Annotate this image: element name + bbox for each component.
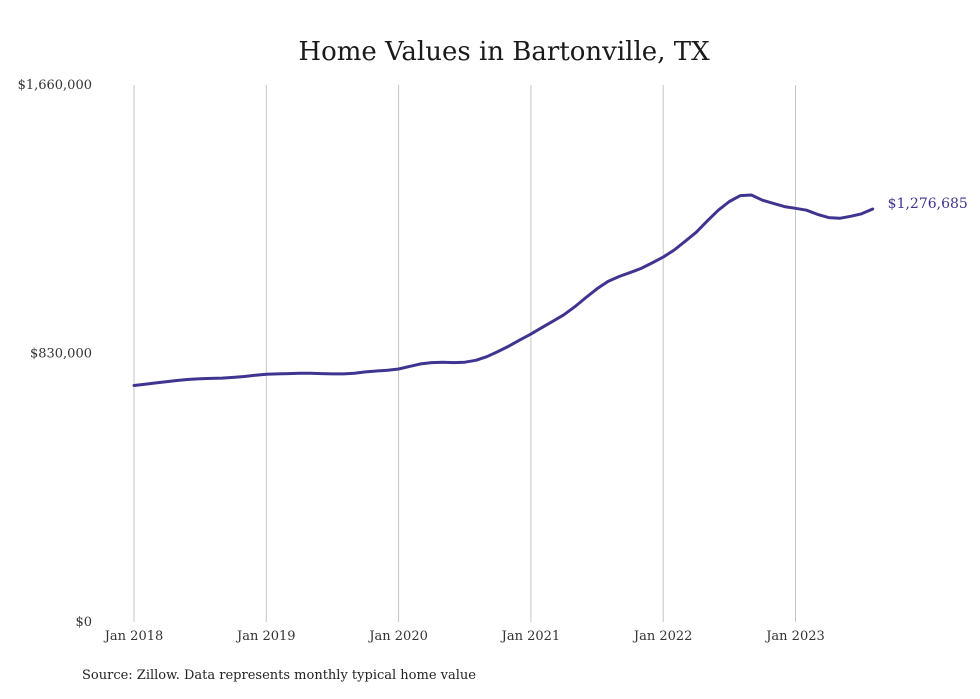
x-tick-label: Jan 2020 <box>367 629 428 644</box>
y-tick-label: $830,000 <box>30 347 92 362</box>
grid-lines <box>133 85 796 622</box>
y-axis-ticks: $0 $830,000 $1,660,000 <box>18 78 92 630</box>
x-axis-ticks: Jan 2018 Jan 2019 Jan 2020 Jan 2021 Jan 2022… <box>103 629 825 644</box>
x-tick-label: Jan 2019 <box>235 629 296 644</box>
y-tick-label: $1,660,000 <box>18 78 92 93</box>
y-tick-label: $0 <box>75 615 92 630</box>
series-line <box>132 193 875 387</box>
chart-title: Home Values in Bartonville, TX <box>298 37 710 67</box>
x-tick-label: Jan 2022 <box>632 629 693 644</box>
end-value-label: $1,276,685 <box>888 196 968 212</box>
x-tick-label: Jan 2021 <box>500 629 561 644</box>
source-note: Source: Zillow. Data represents monthly … <box>82 668 476 683</box>
x-tick-label: Jan 2023 <box>764 629 825 644</box>
series-group: $1,276,685 <box>132 193 968 387</box>
x-tick-label: Jan 2018 <box>103 629 164 644</box>
